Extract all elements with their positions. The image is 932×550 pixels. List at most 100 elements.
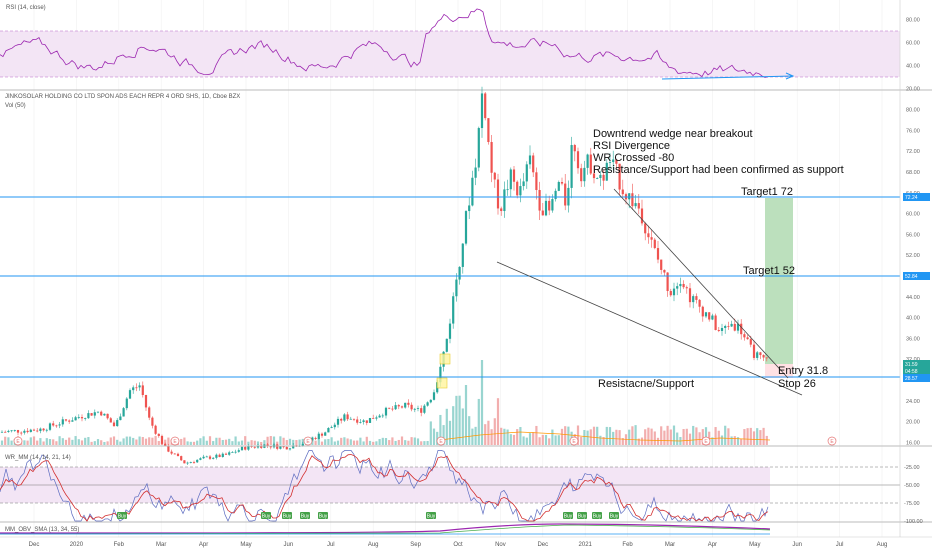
candle-body (666, 272, 669, 292)
candle-body (458, 266, 461, 280)
candle-body (493, 172, 496, 180)
volume-bar (10, 440, 13, 445)
volume-bar (477, 398, 480, 445)
volume-bar (256, 441, 260, 445)
volume-bar (423, 441, 426, 445)
candle-body (378, 415, 381, 418)
candle-body (314, 437, 317, 439)
buy-marker (282, 512, 292, 519)
price-tick-label: 56.00 (906, 232, 920, 238)
candle-body (7, 430, 10, 432)
volume-bar (237, 441, 240, 445)
candle-body (509, 169, 512, 190)
wedge-upper-line (613, 188, 789, 379)
volume-bar (183, 437, 186, 445)
candle-body (727, 325, 730, 327)
volume-bar (141, 437, 144, 445)
rsi-tick-label: 40.00 (906, 64, 920, 70)
volume-bar (413, 437, 416, 445)
candle-body (730, 323, 733, 327)
candle-body (116, 420, 119, 427)
candle-body (637, 203, 640, 209)
candle-body (100, 411, 103, 416)
volume-bar (285, 440, 288, 445)
candle-body (756, 352, 759, 358)
candle-body (474, 167, 477, 178)
candle-body (631, 193, 634, 207)
candle-body (132, 387, 135, 391)
candle-body (77, 417, 80, 418)
volume-bar (746, 428, 749, 445)
price-tick-label: 72.00 (906, 149, 920, 155)
candle-body (717, 330, 720, 331)
candle-body (541, 210, 544, 216)
candle-body (512, 169, 516, 182)
candle-body (573, 145, 576, 152)
price-tag-28-bg (903, 374, 930, 382)
volume-bar (397, 439, 400, 445)
obv-label: MM_OBV_SMA (13, 34, 55) (5, 527, 79, 533)
candle-body (535, 172, 538, 191)
candle-body (362, 420, 365, 423)
buy-marker (592, 512, 602, 519)
candle-body (87, 413, 90, 419)
obv-line-1 (0, 523, 771, 534)
candle-body (173, 453, 176, 455)
candle-body (740, 323, 743, 335)
candle-body (253, 446, 256, 448)
candle-body (500, 208, 503, 212)
volume-bar (103, 441, 106, 445)
candle-body (487, 118, 490, 143)
volume-bar (394, 440, 397, 445)
volume-bar (64, 439, 68, 445)
candle-body (407, 402, 410, 405)
volume-bar (695, 427, 698, 445)
volume-bar (532, 432, 535, 445)
time-tick-label: Jun (284, 542, 294, 548)
volume-bar (32, 436, 36, 445)
volume-bar (650, 428, 653, 445)
candle-body (538, 190, 541, 211)
buy-marker-label: Buy (283, 514, 292, 520)
candle-body (103, 413, 106, 416)
volume-bar (653, 431, 656, 445)
candle-body (484, 93, 487, 119)
volume-bar (554, 435, 557, 445)
volume-bar (756, 428, 759, 445)
volume-bar (544, 434, 548, 445)
candle-body (90, 413, 93, 416)
earnings-marker (170, 436, 180, 446)
volume-bar (167, 437, 170, 445)
volume-bar (388, 440, 391, 445)
candle-body (490, 142, 493, 173)
volume-bar (205, 440, 208, 445)
candle-body (234, 451, 237, 453)
candle-body (125, 398, 128, 409)
candle-body (519, 186, 522, 196)
time-tick-label: Dec (537, 542, 548, 548)
candle-body (160, 435, 164, 444)
candle-body (320, 433, 324, 436)
candle-body (135, 387, 138, 389)
volume-bar (324, 439, 327, 445)
earnings-marker-label: E (439, 439, 443, 445)
volume-bar (743, 429, 746, 445)
candle-body (356, 419, 359, 423)
candle-body (560, 181, 564, 184)
candle-body (589, 154, 592, 174)
candle-body (109, 418, 112, 423)
volume-bar (493, 418, 496, 445)
volume-bar (247, 441, 250, 445)
candle-body (628, 193, 631, 200)
volume-bar (327, 439, 330, 445)
volume-bar (528, 433, 532, 445)
volume-bar (698, 432, 701, 445)
candle-body (634, 203, 637, 207)
candle-body (372, 417, 375, 419)
candle-body (45, 429, 48, 431)
candle-body (119, 416, 122, 421)
candle-body (381, 415, 384, 417)
volume-bar (759, 430, 762, 445)
volume-bar (320, 441, 324, 445)
